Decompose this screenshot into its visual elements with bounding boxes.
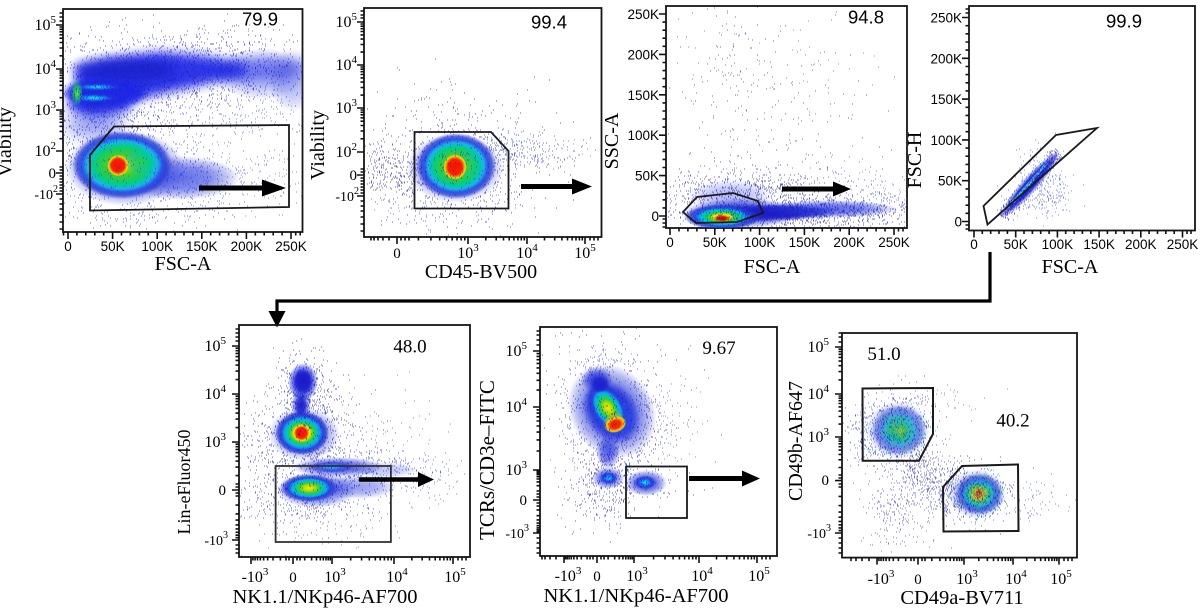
svg-text:104: 104 [1005, 568, 1027, 588]
svg-text:250K: 250K [878, 235, 910, 250]
svg-text:-103: -103 [868, 568, 895, 588]
svg-text:94.8: 94.8 [848, 7, 884, 28]
svg-text:0: 0 [954, 215, 962, 230]
svg-text:150K: 150K [1083, 237, 1115, 252]
svg-text:105: 105 [444, 566, 466, 586]
svg-text:51.0: 51.0 [867, 344, 900, 365]
svg-text:103: 103 [626, 565, 648, 585]
svg-text:50K: 50K [1004, 237, 1028, 252]
svg-text:FSC-H: FSC-H [904, 132, 926, 189]
svg-text:-103: -103 [555, 565, 582, 585]
svg-text:0: 0 [49, 166, 57, 182]
svg-text:105: 105 [205, 335, 227, 355]
svg-text:105: 105 [1050, 568, 1072, 588]
svg-text:102: 102 [336, 141, 358, 161]
svg-text:103: 103 [336, 97, 358, 117]
svg-text:79.9: 79.9 [242, 9, 278, 30]
svg-text:-103: -103 [807, 523, 831, 542]
svg-text:100K: 100K [1042, 237, 1074, 252]
svg-text:-102: -102 [335, 186, 359, 205]
svg-text:0: 0 [350, 168, 358, 184]
svg-text:104: 104 [516, 242, 538, 262]
svg-text:150K: 150K [186, 239, 218, 254]
svg-text:103: 103 [324, 566, 346, 586]
svg-text:100K: 100K [930, 133, 962, 148]
svg-text:0: 0 [666, 235, 674, 250]
svg-text:105: 105 [808, 336, 830, 356]
svg-text:-103: -103 [505, 523, 529, 542]
svg-text:50K: 50K [635, 169, 659, 184]
svg-text:100K: 100K [627, 128, 659, 143]
svg-text:104: 104 [808, 383, 830, 403]
svg-text:150K: 150K [930, 92, 962, 107]
svg-text:SSC-A: SSC-A [601, 112, 623, 169]
svg-text:NK1.1/NKp46-AF700: NK1.1/NKp46-AF700 [232, 586, 417, 608]
svg-text:104: 104 [205, 383, 227, 403]
svg-text:103: 103 [457, 242, 479, 262]
svg-text:99.4: 99.4 [531, 12, 567, 33]
svg-text:0: 0 [219, 483, 227, 499]
svg-text:0: 0 [651, 209, 659, 224]
svg-text:200K: 200K [231, 239, 263, 254]
svg-text:50K: 50K [101, 239, 125, 254]
svg-text:103: 103 [808, 426, 830, 446]
svg-text:150K: 150K [627, 88, 659, 103]
svg-text:FSC-A: FSC-A [155, 253, 212, 275]
svg-text:100K: 100K [744, 235, 776, 250]
svg-text:0: 0 [914, 572, 922, 588]
svg-text:200K: 200K [833, 235, 865, 250]
svg-text:0: 0 [970, 237, 978, 252]
svg-text:150K: 150K [789, 235, 821, 250]
svg-text:105: 105 [574, 242, 596, 262]
svg-text:Lin-eFluor450: Lin-eFluor450 [174, 430, 194, 535]
svg-text:CD45-BV500: CD45-BV500 [425, 261, 537, 283]
svg-text:-102: -102 [34, 184, 58, 203]
svg-text:-103: -103 [204, 530, 228, 549]
svg-text:50K: 50K [938, 174, 962, 189]
svg-text:200K: 200K [930, 51, 962, 66]
svg-text:103: 103 [205, 431, 227, 451]
svg-text:105: 105 [336, 11, 358, 31]
svg-text:0: 0 [393, 246, 401, 262]
svg-text:-103: -103 [242, 566, 269, 586]
svg-text:50K: 50K [703, 235, 727, 250]
svg-text:104: 104 [386, 566, 408, 586]
svg-text:103: 103 [35, 99, 57, 119]
svg-text:105: 105 [506, 340, 528, 360]
svg-text:FSC-A: FSC-A [744, 256, 801, 278]
svg-text:102: 102 [35, 140, 57, 160]
svg-text:99.9: 99.9 [1106, 11, 1142, 32]
svg-text:CD49b-AF647: CD49b-AF647 [785, 381, 807, 501]
svg-text:40.2: 40.2 [996, 411, 1029, 432]
svg-text:Viability: Viability [0, 107, 16, 177]
svg-text:104: 104 [336, 54, 358, 74]
svg-text:250K: 250K [930, 11, 962, 26]
svg-text:105: 105 [748, 565, 770, 585]
svg-text:200K: 200K [1125, 237, 1157, 252]
svg-text:104: 104 [691, 565, 713, 585]
svg-text:0: 0 [593, 569, 601, 585]
svg-text:200K: 200K [627, 47, 659, 62]
svg-text:CD49a-BV711: CD49a-BV711 [900, 587, 1023, 609]
svg-text:250K: 250K [1167, 237, 1199, 252]
svg-text:Viability: Viability [307, 110, 329, 180]
svg-text:0: 0 [64, 239, 72, 254]
svg-text:NK1.1/NKp46-AF700: NK1.1/NKp46-AF700 [543, 585, 728, 607]
svg-text:103: 103 [506, 459, 528, 479]
svg-text:104: 104 [506, 396, 528, 416]
svg-text:250K: 250K [275, 239, 307, 254]
svg-text:48.0: 48.0 [393, 337, 426, 358]
svg-text:100K: 100K [141, 239, 173, 254]
svg-text:0: 0 [822, 473, 830, 489]
svg-text:103: 103 [956, 568, 978, 588]
svg-text:TCRs/CD3e–FITC: TCRs/CD3e–FITC [475, 380, 499, 540]
svg-text:250K: 250K [627, 7, 659, 22]
svg-text:0: 0 [289, 570, 297, 586]
svg-text:FSC-A: FSC-A [1042, 256, 1099, 278]
svg-text:9.67: 9.67 [702, 338, 735, 359]
svg-text:0: 0 [520, 493, 528, 509]
svg-text:104: 104 [35, 58, 57, 78]
svg-text:105: 105 [35, 14, 57, 34]
